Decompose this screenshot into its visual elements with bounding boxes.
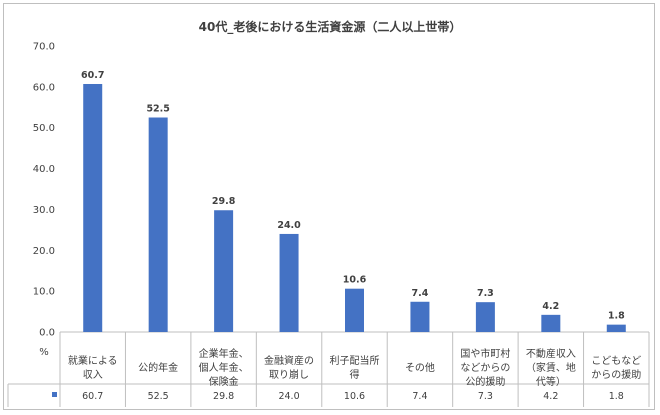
data-label: 52.5 bbox=[146, 104, 169, 115]
category-label-line: 個人年金、 bbox=[199, 361, 249, 374]
y-tick-label: 60.0 bbox=[33, 82, 55, 93]
y-tick-label: 70.0 bbox=[33, 42, 55, 53]
bar bbox=[410, 301, 430, 332]
table-value: 7.3 bbox=[478, 391, 493, 402]
data-label: 4.2 bbox=[542, 301, 559, 312]
data-label: 7.3 bbox=[477, 288, 494, 299]
category-label-line: 金融資産の bbox=[264, 354, 314, 367]
data-label: 10.6 bbox=[343, 275, 367, 286]
category-label-line: 得 bbox=[350, 369, 360, 381]
category-label-line: こどもなど bbox=[591, 355, 641, 367]
bar bbox=[345, 288, 364, 332]
y-tick-label: 30.0 bbox=[33, 205, 55, 216]
table-value: 10.6 bbox=[344, 391, 365, 402]
category-label-line: 利子配当所 bbox=[330, 354, 380, 367]
category-label-line: 公的年金 bbox=[138, 361, 178, 374]
category-label-line: 保険金 bbox=[209, 375, 239, 388]
table-value: 29.8 bbox=[213, 391, 234, 402]
data-label: 29.8 bbox=[212, 196, 236, 207]
category-label: 就業による収入 bbox=[68, 354, 118, 381]
category-label: 国や市町村などからの公的援助 bbox=[460, 347, 510, 388]
category-label: 公的年金 bbox=[138, 361, 178, 374]
category-label: こどもなどからの援助 bbox=[591, 355, 641, 381]
data-label: 7.4 bbox=[412, 288, 429, 299]
unit-label: % bbox=[39, 347, 49, 358]
y-tick-label: 20.0 bbox=[33, 246, 55, 257]
category-label: その他 bbox=[405, 361, 435, 374]
data-label: 60.7 bbox=[81, 70, 104, 81]
table-value: 7.4 bbox=[412, 391, 427, 402]
bar bbox=[148, 117, 168, 332]
chart-title: 40代_老後における生活資金源（二人以上世帯） bbox=[198, 20, 462, 34]
table-value: 1.8 bbox=[609, 391, 624, 402]
category-label-line: からの援助 bbox=[591, 368, 641, 381]
bar bbox=[475, 302, 495, 332]
category-label: 金融資産の取り崩し bbox=[264, 354, 314, 381]
category-label-line: 収入 bbox=[83, 369, 103, 381]
table-value: 52.5 bbox=[148, 391, 169, 402]
y-tick-label: 50.0 bbox=[33, 123, 55, 134]
data-label: 24.0 bbox=[277, 220, 301, 231]
data-label: 1.8 bbox=[608, 311, 625, 322]
bar bbox=[83, 83, 103, 332]
y-tick-label: 10.0 bbox=[33, 287, 55, 298]
table-value: 4.2 bbox=[543, 391, 558, 402]
category-label-line: 不動産収入 bbox=[526, 347, 576, 360]
bar bbox=[606, 324, 626, 332]
category-label-line: 企業年金、 bbox=[199, 347, 249, 360]
bar bbox=[541, 314, 561, 332]
category-label-line: 国や市町村 bbox=[460, 347, 510, 360]
category-label-line: 代等） bbox=[536, 375, 566, 388]
y-tick-label: 40.0 bbox=[33, 164, 55, 175]
table-value: 60.7 bbox=[82, 391, 103, 402]
category-label-line: などからの bbox=[460, 362, 510, 374]
category-label-line: 取り崩し bbox=[269, 368, 309, 381]
category-label: 不動産収入（家賃、地代等） bbox=[526, 347, 576, 388]
chart-frame bbox=[3, 3, 655, 410]
bar bbox=[279, 233, 299, 332]
y-tick-label: 0.0 bbox=[39, 328, 55, 339]
table-value: 24.0 bbox=[278, 391, 299, 402]
legend-key bbox=[52, 392, 57, 397]
category-label-line: （家賃、地 bbox=[526, 361, 576, 374]
category-label: 企業年金、個人年金、保険金 bbox=[199, 347, 249, 388]
category-label: 利子配当所得 bbox=[330, 354, 380, 381]
bar bbox=[214, 210, 234, 332]
category-label-line: 公的援助 bbox=[465, 375, 505, 388]
category-label-line: その他 bbox=[405, 361, 435, 374]
category-label-line: 就業による bbox=[68, 354, 118, 367]
